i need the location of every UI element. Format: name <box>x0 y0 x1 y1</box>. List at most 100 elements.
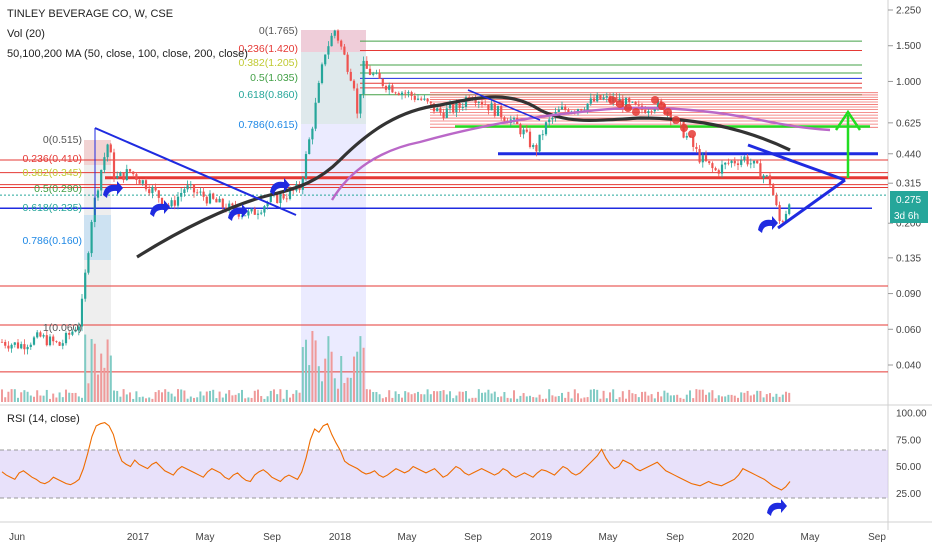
candle-body <box>464 97 468 108</box>
time-tick-label: 2020 <box>732 532 755 543</box>
volume-bar <box>257 389 259 402</box>
volume-bar <box>474 397 477 402</box>
volume-bar <box>129 392 131 402</box>
symbol-title: TINLEY BEVERAGE CO, W, CSE <box>7 8 173 20</box>
candle-body <box>215 198 218 203</box>
volume-bar <box>337 388 339 402</box>
countdown-value: 3d 6h <box>894 211 919 222</box>
volume-bar <box>65 389 67 402</box>
time-tick-label: Sep <box>868 532 886 543</box>
candle-body <box>119 172 122 177</box>
candle-body <box>61 343 64 346</box>
volume-bar <box>388 390 391 402</box>
candle-body <box>740 160 743 165</box>
fib-2016-label: 0.236(0.410) <box>22 153 82 165</box>
volume-bar <box>628 389 631 402</box>
volume-bar <box>177 389 179 402</box>
candle-body <box>781 221 784 222</box>
volume-bar <box>266 396 269 402</box>
candle-body <box>138 179 141 184</box>
volume-bar <box>788 392 791 402</box>
candle-body <box>544 122 548 135</box>
candle-body <box>157 190 160 198</box>
candle-body <box>784 213 788 222</box>
volume-bar <box>81 397 83 402</box>
candle-body <box>202 191 205 197</box>
volume-bar <box>295 390 298 402</box>
candle-body <box>256 213 260 215</box>
volume-bar <box>353 356 355 402</box>
volume-bar <box>250 397 253 402</box>
volume-bar <box>465 391 467 402</box>
candle-body <box>538 134 541 152</box>
time-tick-label: May <box>599 532 618 543</box>
candle-body <box>775 195 778 206</box>
candle-body <box>221 198 224 208</box>
volume-bar <box>522 393 525 402</box>
candle-body <box>125 169 128 181</box>
volume-bar <box>570 398 573 402</box>
volume-bar <box>609 392 611 402</box>
fib-2016-label: 0.5(0.290) <box>34 183 82 195</box>
volume-bar <box>145 398 147 402</box>
price-tick-label: 0.090 <box>896 289 921 300</box>
candle-body <box>480 102 484 105</box>
volume-bar <box>756 390 759 402</box>
candle-body <box>698 148 701 163</box>
volume-bar <box>442 390 445 402</box>
candle-body <box>327 46 330 55</box>
time-tick-label: 2017 <box>127 532 150 543</box>
trendlines <box>94 89 862 230</box>
candle-body <box>586 103 589 111</box>
volume-bar <box>29 395 32 402</box>
minor-trend-line <box>467 89 541 121</box>
candle-body <box>605 96 608 98</box>
candle-body <box>493 103 496 116</box>
volume-bar <box>471 397 474 402</box>
volume-bar <box>13 389 16 402</box>
candle-body <box>64 332 68 344</box>
candle-body <box>308 139 311 155</box>
price-tick-label: 0.135 <box>896 253 921 264</box>
candle-body <box>413 95 416 100</box>
volume-bar <box>701 389 704 402</box>
candle-body <box>304 154 308 179</box>
volume-bar <box>381 398 384 402</box>
volume-bar <box>391 397 394 402</box>
candle-body <box>653 108 656 112</box>
candle-body <box>445 108 448 118</box>
candle-body <box>519 124 522 135</box>
volume-bar <box>298 392 301 402</box>
candle-body <box>314 102 317 129</box>
curved-arrow-icon <box>758 216 778 233</box>
volume-bar <box>113 390 115 402</box>
volume-bar <box>417 391 419 402</box>
volume-bar <box>394 391 397 402</box>
volume-bar <box>509 398 512 402</box>
candle-body <box>448 104 452 109</box>
candle-body <box>426 98 429 102</box>
volume-bar <box>740 392 743 402</box>
volume-bar <box>234 394 237 402</box>
volume-bar <box>529 395 531 402</box>
volume-bar <box>263 398 266 402</box>
fib-2016-label: 1(0.060) <box>43 322 82 334</box>
candle-body <box>208 193 212 204</box>
candle-body <box>372 73 375 75</box>
volume-bar <box>103 367 106 402</box>
volume-bar <box>141 396 144 402</box>
candle-body <box>602 97 605 100</box>
volume-bar <box>599 398 602 402</box>
candle-body <box>720 164 724 174</box>
candle-body <box>724 162 727 165</box>
volume-bar <box>682 398 685 402</box>
volume-bar <box>260 396 263 402</box>
volume-bar <box>481 392 483 402</box>
candle-body <box>384 85 388 90</box>
sell-marker <box>658 102 666 110</box>
candle-body <box>477 102 480 103</box>
volume-bar <box>477 389 480 402</box>
volume-bar <box>362 347 365 402</box>
candle-body <box>733 160 736 164</box>
